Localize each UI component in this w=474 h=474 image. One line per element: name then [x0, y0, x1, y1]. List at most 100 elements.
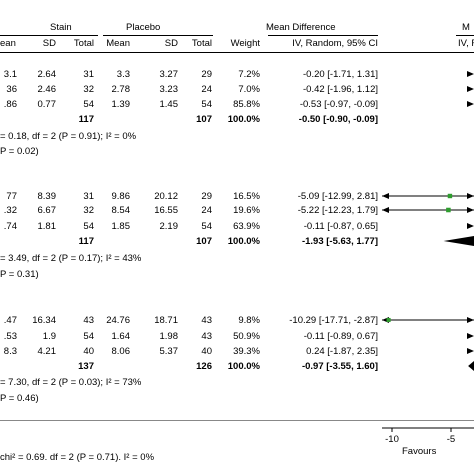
row-sd2: 2.19: [159, 221, 179, 232]
col-sd2: SD: [164, 38, 178, 49]
row-weight: 19.6%: [233, 205, 260, 216]
col-sd1: SD: [42, 38, 56, 49]
row-mean2: 1.85: [111, 221, 131, 232]
row-sd1: 6.67: [37, 205, 57, 216]
overall-effect-text: P = 0.46): [0, 393, 39, 404]
row-total1: 32: [83, 205, 94, 216]
row-ci: -0.42 [-1.96, 1.12]: [303, 84, 378, 95]
right-sub: IV, R: [458, 38, 474, 49]
ci-arrow-right: [467, 317, 474, 323]
row-sd2: 1.98: [159, 331, 179, 342]
subtotal-total2: 107: [196, 114, 212, 125]
ci-arrow-left: [382, 193, 389, 199]
row-weight: 7.0%: [238, 84, 260, 95]
ci-arrow-right: [467, 348, 474, 354]
row-sd1: 0.77: [37, 99, 57, 110]
right-underline: [456, 35, 474, 36]
subtotal-total1: 117: [78, 114, 94, 125]
subtotal-ci: -1.93 [-5.63, 1.77]: [301, 236, 378, 247]
row-ci: -5.09 [-12.99, 2.81]: [297, 191, 378, 202]
group1-title: Stain: [50, 22, 72, 33]
row-sd1: 8.39: [37, 191, 57, 202]
row-weight: 63.9%: [233, 221, 260, 232]
row-mean2: 1.39: [111, 99, 131, 110]
col-weight: Weight: [230, 38, 260, 49]
ci-arrow-right: [467, 333, 474, 339]
row-mean1: 3.1: [3, 69, 17, 80]
row-ci: -5.22 [-12.23, 1.79]: [297, 205, 378, 216]
heterogeneity-text: = 3.49, df = 2 (P = 0.17); I² = 43%: [0, 253, 142, 264]
subtotal-total2: 107: [196, 236, 212, 247]
row-ci: -0.53 [-0.97, -0.09]: [299, 99, 378, 110]
row-total2: 43: [201, 331, 212, 342]
subtotal-ci: -0.97 [-3.55, 1.60]: [301, 361, 378, 372]
row-sd1: 4.21: [37, 346, 57, 357]
subtotal-weight: 100.0%: [227, 361, 260, 372]
favours-label: Favours: [402, 446, 437, 457]
ci-arrow-right: [467, 223, 474, 229]
x-tick-label: -5: [447, 434, 455, 445]
row-ci: -0.11 [-0.89, 0.67]: [303, 331, 378, 342]
row-sd2: 16.55: [154, 205, 178, 216]
header-divider: [0, 52, 474, 53]
heterogeneity-text: = 7.30, df = 2 (P = 0.03); I² = 73%: [0, 377, 142, 388]
row-sd1: 2.46: [37, 84, 57, 95]
row-total2: 29: [201, 191, 212, 202]
ci-arrow-left: [382, 207, 389, 213]
row-sd2: 3.23: [159, 84, 179, 95]
overall-effect-text: P = 0.31): [0, 269, 39, 280]
row-total2: 54: [201, 221, 212, 232]
row-ci: -0.20 [-1.71, 1.31]: [303, 69, 378, 80]
overall-effect-text: P = 0.02): [0, 146, 39, 157]
row-sd1: 16.34: [32, 315, 56, 326]
row-mean2: 8.06: [111, 346, 131, 357]
row-ci: 0.24 [-1.87, 2.35]: [306, 346, 378, 357]
row-mean2: 24.76: [106, 315, 130, 326]
row-mean2: 2.78: [111, 84, 131, 95]
row-mean1: 77: [6, 191, 17, 202]
row-total1: 43: [83, 315, 94, 326]
row-ci: -0.11 [-0.87, 0.65]: [303, 221, 378, 232]
col-total2: Total: [191, 38, 212, 49]
row-total2: 54: [201, 99, 212, 110]
footer-divider: [0, 420, 474, 421]
col-mean2: Mean: [106, 38, 130, 49]
row-sd2: 5.37: [159, 346, 179, 357]
subtotal-total1: 137: [78, 361, 94, 372]
row-sd1: 1.81: [37, 221, 57, 232]
ci-arrow-right: [467, 193, 474, 199]
subtotal-diamond: [468, 361, 474, 371]
row-total1: 54: [83, 99, 94, 110]
col-mean1: ean: [0, 38, 16, 49]
heterogeneity-text: = 0.18, df = 2 (P = 0.91); I² = 0%: [0, 131, 137, 142]
col-total1: Total: [73, 38, 94, 49]
subtotal-total1: 117: [78, 236, 94, 247]
row-weight: 9.8%: [238, 315, 260, 326]
row-weight: 85.8%: [233, 99, 260, 110]
ci-arrow-right: [467, 86, 474, 92]
row-mean2: 1.64: [111, 331, 131, 342]
row-mean1: .53: [3, 331, 17, 342]
row-total2: 40: [201, 346, 212, 357]
row-weight: 39.3%: [233, 346, 260, 357]
row-mean1: 36: [6, 84, 17, 95]
row-sd2: 3.27: [159, 69, 179, 80]
md-underline: [268, 35, 378, 36]
row-total1: 32: [83, 84, 94, 95]
subtotal-total2: 126: [196, 361, 212, 372]
row-sd2: 1.45: [159, 99, 179, 110]
md-title: Mean Difference: [266, 22, 336, 33]
row-weight: 16.5%: [233, 191, 260, 202]
row-total2: 24: [201, 205, 212, 216]
row-weight: 7.2%: [238, 69, 260, 80]
row-total1: 40: [83, 346, 94, 357]
study-marker: [446, 207, 451, 213]
row-total2: 29: [201, 69, 212, 80]
row-mean1: .86: [3, 99, 17, 110]
row-mean2: 8.54: [111, 205, 131, 216]
row-total2: 43: [201, 315, 212, 326]
group1-underline: [0, 35, 98, 36]
right-title: M: [462, 22, 470, 33]
row-sd1: 2.64: [37, 69, 57, 80]
